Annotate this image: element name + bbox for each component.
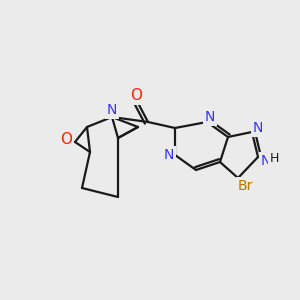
Text: N: N bbox=[253, 121, 263, 135]
Text: N: N bbox=[205, 110, 215, 124]
Text: H: H bbox=[269, 152, 279, 166]
Text: O: O bbox=[130, 88, 142, 104]
Text: N: N bbox=[164, 148, 174, 162]
Text: N: N bbox=[107, 103, 117, 117]
Text: O: O bbox=[60, 133, 72, 148]
Text: Br: Br bbox=[237, 179, 253, 193]
Text: N: N bbox=[261, 154, 271, 168]
